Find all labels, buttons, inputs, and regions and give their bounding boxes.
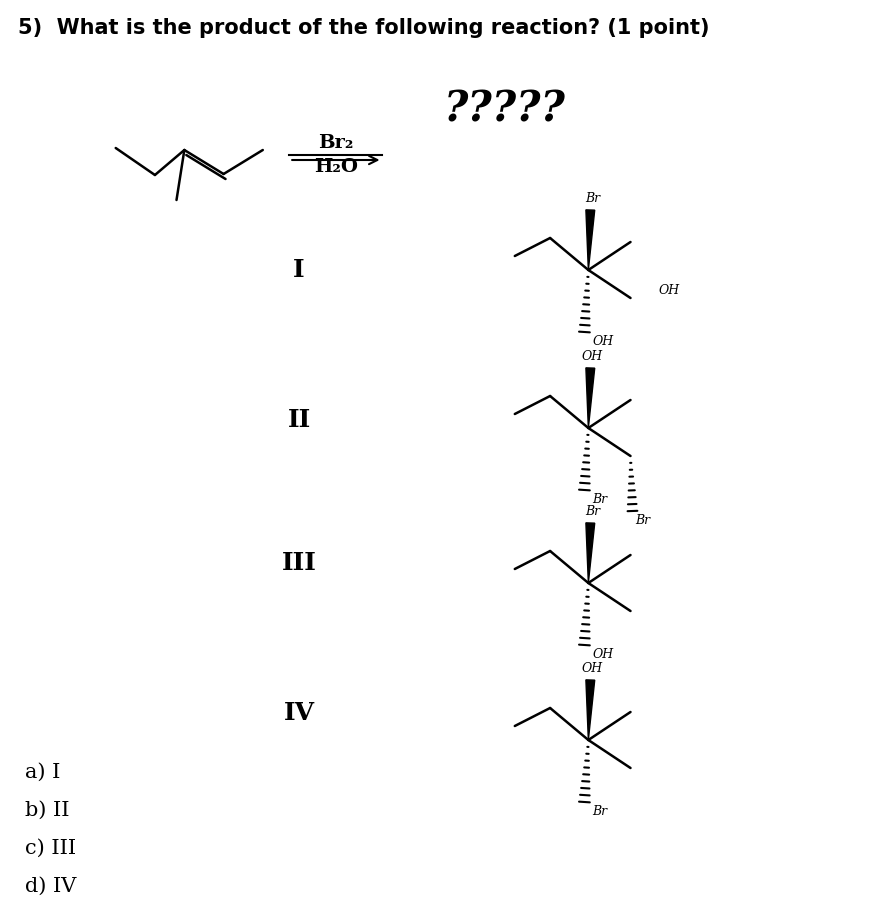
Text: III: III (281, 551, 316, 575)
Text: OH: OH (659, 284, 680, 297)
Text: OH: OH (592, 335, 614, 348)
Polygon shape (586, 523, 595, 583)
Text: Br: Br (592, 805, 607, 818)
Text: Br: Br (636, 514, 651, 527)
Text: OH: OH (592, 648, 614, 661)
Text: IV: IV (283, 701, 314, 725)
Text: c) III: c) III (25, 839, 75, 858)
Text: OH: OH (582, 350, 603, 363)
Polygon shape (586, 368, 595, 428)
Polygon shape (586, 680, 595, 740)
Text: Br: Br (584, 192, 599, 205)
Text: 5)  What is the product of the following reaction? (1 point): 5) What is the product of the following … (18, 18, 710, 38)
Text: Br: Br (592, 493, 607, 506)
Text: d) IV: d) IV (25, 877, 75, 896)
Text: II: II (288, 408, 311, 432)
Text: H₂O: H₂O (313, 158, 358, 176)
Polygon shape (586, 210, 595, 270)
Text: ?????: ????? (443, 89, 565, 131)
Text: I: I (293, 258, 305, 282)
Text: a) I: a) I (25, 763, 59, 782)
Text: Br: Br (584, 505, 599, 518)
Text: OH: OH (582, 662, 603, 675)
Text: Br₂: Br₂ (318, 134, 353, 152)
Text: b) II: b) II (25, 801, 69, 820)
